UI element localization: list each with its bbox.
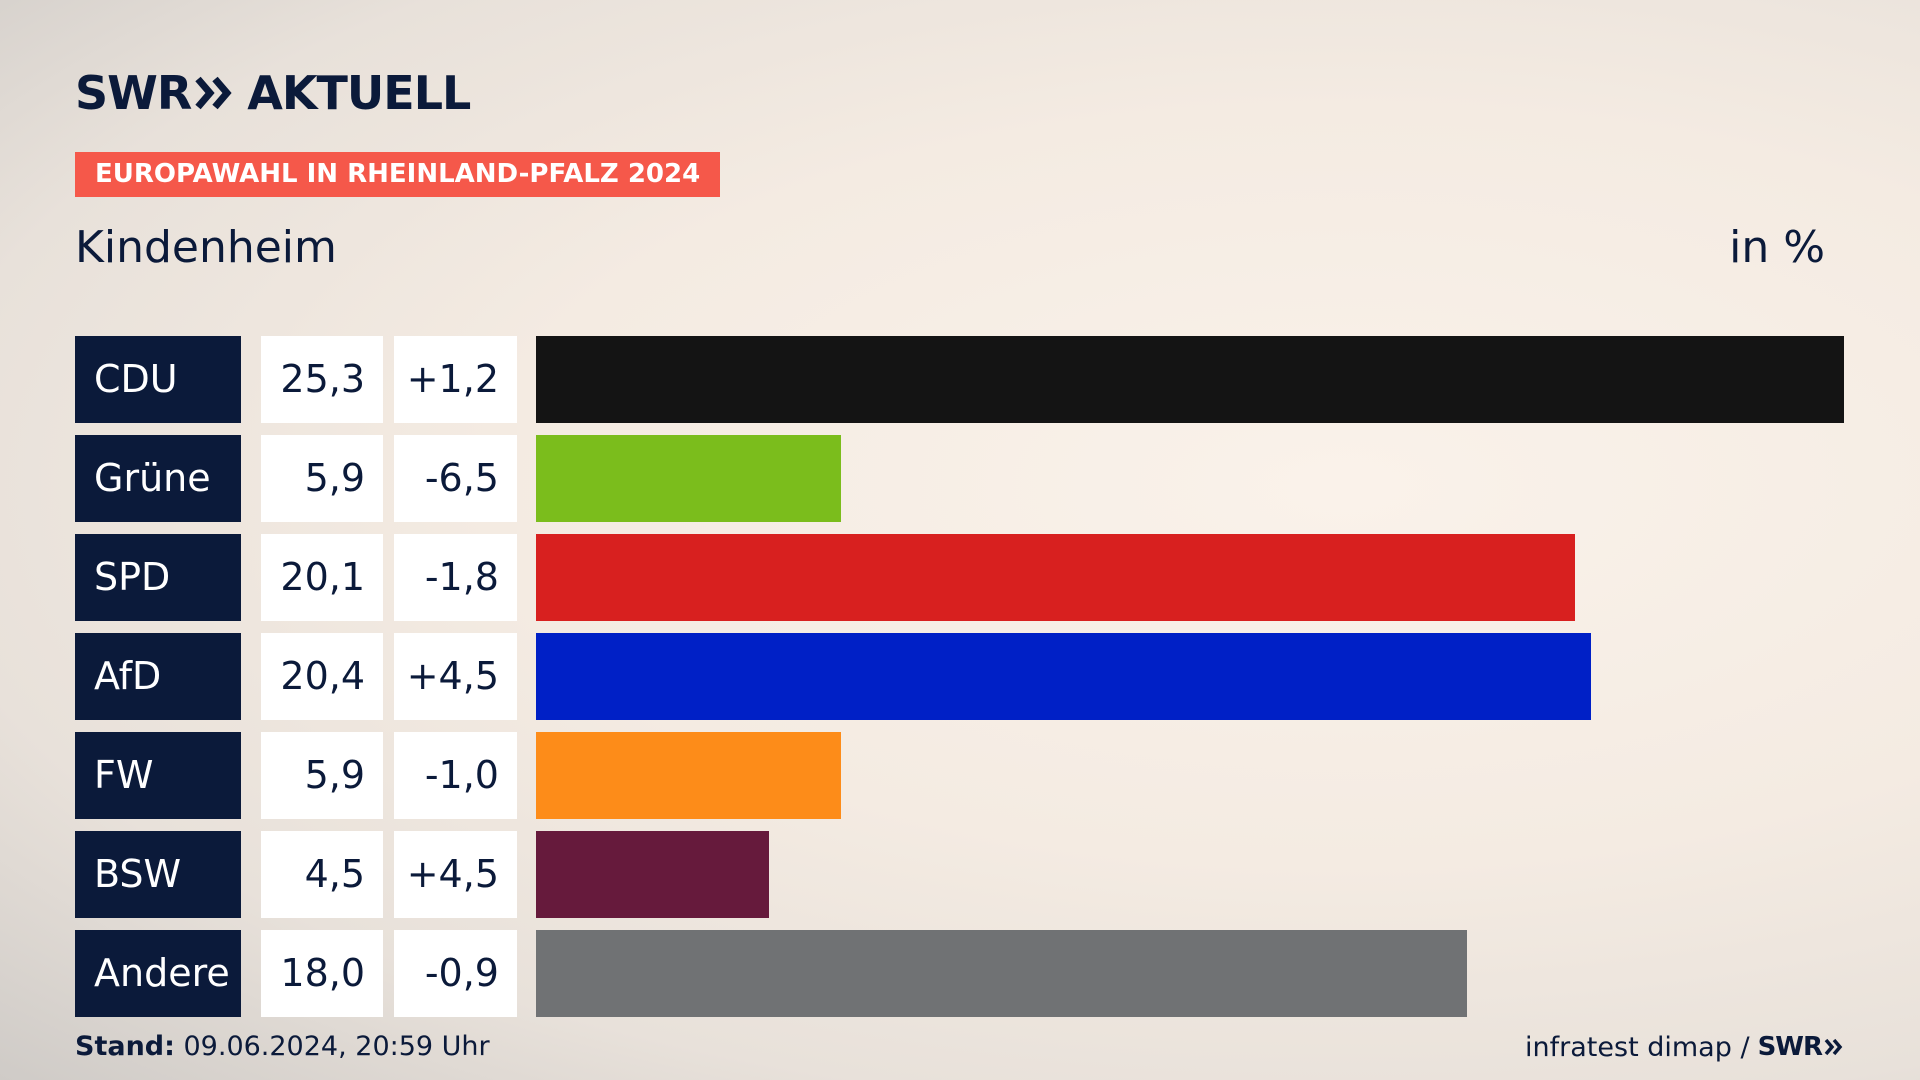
result-row: BSW 4,5 +4,5 bbox=[75, 831, 1845, 918]
vote-share-label: 5,9 bbox=[261, 435, 383, 522]
bar-track bbox=[536, 336, 1844, 423]
bar-track bbox=[536, 732, 1844, 819]
change-label: -6,5 bbox=[394, 435, 517, 522]
bar-track bbox=[536, 435, 1844, 522]
vote-share-label: 4,5 bbox=[261, 831, 383, 918]
result-row: Grüne 5,9 -6,5 bbox=[75, 435, 1845, 522]
party-label: CDU bbox=[75, 336, 241, 423]
party-label: Andere bbox=[75, 930, 241, 1017]
vote-share-label: 20,4 bbox=[261, 633, 383, 720]
result-bar bbox=[536, 633, 1591, 720]
vote-share-label: 20,1 bbox=[261, 534, 383, 621]
vote-share-label: 5,9 bbox=[261, 732, 383, 819]
double-chevron-small-icon bbox=[1824, 1038, 1843, 1056]
source-credit: infratest dimap / SWR bbox=[1525, 1030, 1844, 1064]
vote-share-label: 25,3 bbox=[261, 336, 383, 423]
swr-mini-logo: SWR bbox=[1758, 1032, 1844, 1062]
change-label: +4,5 bbox=[394, 831, 517, 918]
stand-value: 09.06.2024, 20:59 Uhr bbox=[174, 1031, 490, 1062]
source-text: infratest dimap / bbox=[1525, 1031, 1750, 1063]
results-chart: CDU 25,3 +1,2 Grüne 5,9 -6,5 SPD 20,1 -1,8 AfD 20,… bbox=[75, 336, 1845, 1029]
result-bar bbox=[536, 930, 1467, 1017]
result-bar bbox=[536, 435, 841, 522]
party-label: BSW bbox=[75, 831, 241, 918]
result-row: AfD 20,4 +4,5 bbox=[75, 633, 1845, 720]
swr-brand-text: SWR bbox=[75, 66, 192, 120]
result-row: Andere 18,0 -0,9 bbox=[75, 930, 1845, 1017]
timestamp: Stand: 09.06.2024, 20:59 Uhr bbox=[75, 1030, 490, 1064]
result-bar bbox=[536, 831, 769, 918]
bar-track bbox=[536, 633, 1844, 720]
aktuell-text: AKTUELL bbox=[247, 66, 471, 120]
result-bar bbox=[536, 534, 1575, 621]
bar-track bbox=[536, 930, 1844, 1017]
swr-mini-logo-text: SWR bbox=[1757, 1032, 1823, 1062]
election-banner: EUROPAWAHL IN RHEINLAND-PFALZ 2024 bbox=[75, 152, 721, 197]
result-row: SPD 20,1 -1,8 bbox=[75, 534, 1845, 621]
change-label: +4,5 bbox=[394, 633, 517, 720]
result-bar bbox=[536, 732, 841, 819]
bar-track bbox=[536, 534, 1844, 621]
result-row: CDU 25,3 +1,2 bbox=[75, 336, 1845, 423]
result-bar bbox=[536, 336, 1844, 423]
change-label: -1,8 bbox=[394, 534, 517, 621]
party-label: Grüne bbox=[75, 435, 241, 522]
party-label: FW bbox=[75, 732, 241, 819]
result-row: FW 5,9 -1,0 bbox=[75, 732, 1845, 819]
double-chevron-icon bbox=[195, 76, 232, 110]
change-label: -1,0 bbox=[394, 732, 517, 819]
swr-aktuell-logo: SWR AKTUELL bbox=[75, 66, 471, 120]
location-title: Kindenheim bbox=[75, 222, 337, 273]
unit-label: in % bbox=[1729, 222, 1825, 273]
vote-share-label: 18,0 bbox=[261, 930, 383, 1017]
change-label: +1,2 bbox=[394, 336, 517, 423]
swr-brand: SWR bbox=[75, 66, 233, 120]
change-label: -0,9 bbox=[394, 930, 517, 1017]
stand-label: Stand: bbox=[75, 1031, 175, 1062]
bar-track bbox=[536, 831, 1844, 918]
party-label: AfD bbox=[75, 633, 241, 720]
party-label: SPD bbox=[75, 534, 241, 621]
